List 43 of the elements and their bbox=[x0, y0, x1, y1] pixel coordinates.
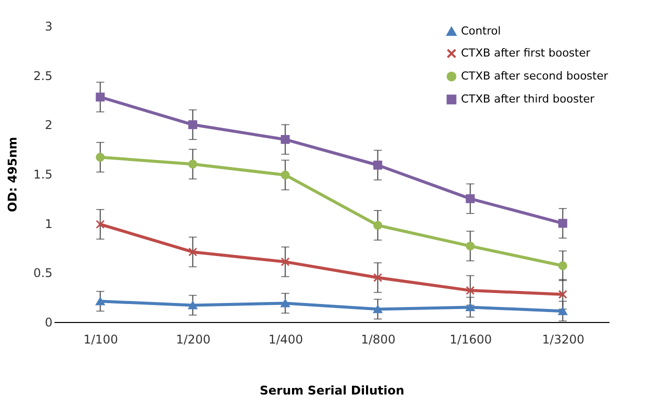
point bbox=[558, 218, 568, 228]
point bbox=[373, 160, 382, 170]
y-tick-label: 2.5 bbox=[33, 68, 52, 83]
point bbox=[373, 220, 382, 230]
point bbox=[466, 303, 475, 312]
y-tick-label: 2 bbox=[44, 118, 52, 132]
x-tick-label: 1/1600 bbox=[450, 332, 492, 346]
y-tick-label: 1.5 bbox=[33, 168, 52, 182]
y-axis-title: OD: 495nm bbox=[5, 136, 20, 212]
y-tick-label: 0.5 bbox=[33, 266, 52, 280]
x-tick-label: 1/400 bbox=[268, 332, 304, 346]
legend-label: CTXB after second booster bbox=[461, 70, 608, 82]
point bbox=[280, 170, 290, 180]
point bbox=[373, 305, 382, 314]
point bbox=[96, 152, 105, 162]
point bbox=[280, 257, 290, 266]
x-tick-label: 1/100 bbox=[83, 332, 118, 346]
point bbox=[558, 307, 568, 316]
x-tick-label: 1/3200 bbox=[542, 332, 584, 346]
y-tick-label: 0 bbox=[44, 316, 52, 330]
point bbox=[96, 92, 105, 102]
point bbox=[280, 135, 290, 144]
legend-label: CTXB after third booster bbox=[461, 92, 595, 106]
point bbox=[558, 290, 568, 299]
x-axis-title: Serum Serial Dilution bbox=[260, 384, 404, 398]
y-tick-label: 1 bbox=[44, 216, 52, 231]
legend-label: Control bbox=[461, 24, 501, 38]
point bbox=[466, 242, 475, 250]
point bbox=[466, 194, 475, 204]
point bbox=[558, 261, 568, 270]
point bbox=[96, 297, 105, 306]
point bbox=[373, 273, 382, 282]
x-tick-label: 1/200 bbox=[176, 332, 211, 346]
point bbox=[96, 220, 105, 229]
point bbox=[280, 299, 290, 308]
point bbox=[188, 120, 198, 130]
point bbox=[188, 247, 198, 256]
legend-label: CTXB after first booster bbox=[461, 46, 591, 60]
x-tick-label: 1/800 bbox=[360, 332, 396, 346]
point bbox=[466, 286, 475, 295]
point bbox=[188, 301, 198, 310]
point bbox=[188, 160, 198, 169]
y-tick-label: 3 bbox=[44, 20, 52, 34]
